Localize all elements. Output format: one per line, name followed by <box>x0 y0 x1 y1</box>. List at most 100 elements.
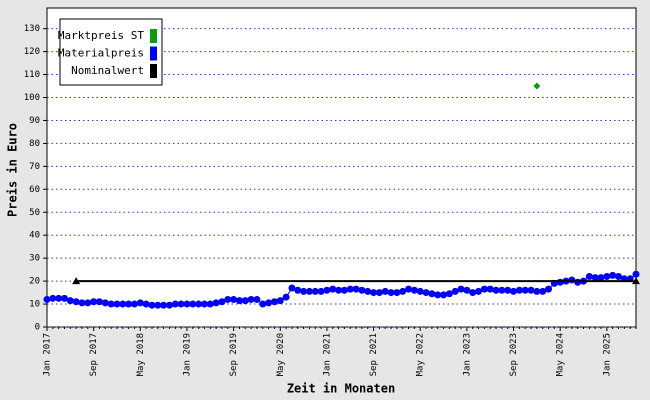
point <box>515 286 523 294</box>
point <box>370 289 378 297</box>
point <box>43 295 51 303</box>
legend: Marktpreis ST Materialpreis Nominalwert <box>58 18 163 86</box>
point <box>294 286 302 294</box>
point <box>585 273 593 281</box>
point <box>253 295 261 303</box>
point <box>504 286 512 294</box>
legend-swatch <box>150 64 157 78</box>
point <box>276 297 284 305</box>
point <box>183 300 191 308</box>
y-tick-label: 30 <box>29 254 40 264</box>
x-tick-label: May 2020 <box>276 333 286 376</box>
x-tick-label: May 2024 <box>556 333 566 376</box>
point <box>597 274 605 282</box>
point <box>270 298 278 306</box>
point <box>375 289 383 297</box>
x-tick-label: Sep 2017 <box>89 333 99 376</box>
point <box>545 285 553 293</box>
point <box>364 287 372 295</box>
point <box>387 289 395 297</box>
point <box>160 301 168 309</box>
point <box>241 297 249 305</box>
point <box>451 287 459 295</box>
point <box>632 270 640 278</box>
point <box>527 286 535 294</box>
point <box>154 301 162 309</box>
y-tick-label: 130 <box>24 24 40 34</box>
point <box>405 285 413 293</box>
y-tick-label: 60 <box>29 185 40 195</box>
point <box>352 285 360 293</box>
point <box>300 287 308 295</box>
point <box>463 286 471 294</box>
point <box>574 278 582 286</box>
point <box>615 273 623 281</box>
x-tick-label: Jan 2025 <box>602 333 612 376</box>
point <box>393 289 401 297</box>
point <box>66 297 74 305</box>
y-tick-label: 20 <box>29 277 40 287</box>
point <box>90 298 98 306</box>
point <box>603 273 611 281</box>
point <box>533 82 541 90</box>
point <box>323 286 331 294</box>
point <box>609 271 617 279</box>
point <box>101 299 109 307</box>
y-tick-label: 50 <box>29 208 40 218</box>
point <box>358 286 366 294</box>
point <box>119 300 127 308</box>
point <box>165 301 173 309</box>
point <box>346 285 354 293</box>
point <box>539 287 547 295</box>
legend-swatch <box>150 46 157 61</box>
y-tick-label: 110 <box>24 70 40 80</box>
end-marker <box>632 277 640 285</box>
point <box>422 289 430 297</box>
y-tick-label: 10 <box>29 300 40 310</box>
point <box>440 291 448 299</box>
x-tick-label: Sep 2023 <box>509 333 519 376</box>
point <box>113 300 121 308</box>
grid: 0 10 20 30 40 50 60 70 80 90 100 110 120 130 Jan 2017 S… <box>24 24 637 376</box>
point <box>224 295 232 303</box>
point <box>533 287 541 295</box>
point <box>72 298 80 306</box>
x-tick-label: Jan 2019 <box>182 333 192 376</box>
point <box>218 298 226 306</box>
point <box>60 294 68 302</box>
marks <box>43 82 640 309</box>
legend-label: Nominalwert <box>71 64 144 77</box>
point <box>49 294 57 302</box>
point <box>486 285 494 293</box>
point <box>311 287 319 295</box>
point <box>125 300 133 308</box>
y-tick-label: 40 <box>29 231 40 241</box>
legend-swatch <box>150 29 157 43</box>
y-tick-label: 100 <box>24 93 40 103</box>
point <box>136 299 144 307</box>
point <box>498 286 506 294</box>
point <box>235 297 243 305</box>
point <box>457 285 465 293</box>
point <box>381 287 389 295</box>
point <box>475 287 483 295</box>
point <box>428 290 436 298</box>
point <box>130 300 138 308</box>
point <box>78 299 86 307</box>
legend-label: Materialpreis <box>58 47 144 60</box>
point <box>142 300 150 308</box>
point <box>107 300 115 308</box>
x-tick-label: May 2022 <box>416 333 426 376</box>
y-axis-title: Preis in Euro <box>6 123 20 217</box>
point <box>148 301 156 309</box>
point <box>556 278 564 286</box>
point <box>340 286 348 294</box>
point <box>305 287 313 295</box>
point <box>469 289 477 297</box>
point <box>434 291 442 299</box>
point <box>200 300 208 308</box>
point <box>195 300 203 308</box>
point <box>521 286 529 294</box>
y-tick-label: 80 <box>29 139 40 149</box>
